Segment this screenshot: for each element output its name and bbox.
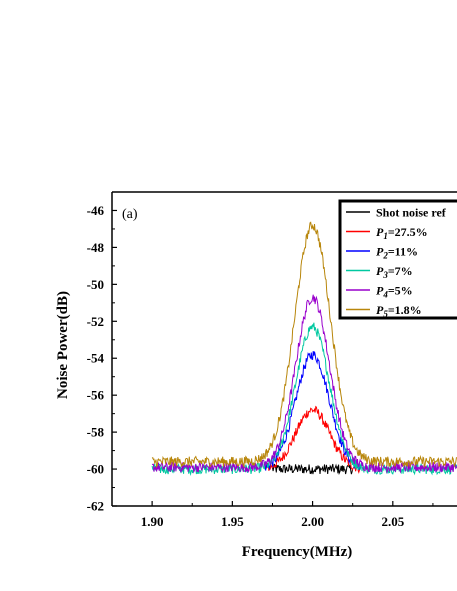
legend-label: P1=27.5% bbox=[376, 225, 428, 241]
x-tick-label: 2.05 bbox=[381, 514, 404, 529]
x-axis-label: Frequency(MHz) bbox=[242, 544, 353, 560]
x-tick-label: 1.90 bbox=[141, 514, 164, 529]
legend-box bbox=[338, 199, 457, 320]
x-tick-label: 1.95 bbox=[221, 514, 244, 529]
series-line-5 bbox=[151, 294, 457, 475]
legend-label: P4=5% bbox=[376, 284, 413, 300]
y-tick-label: -60 bbox=[87, 462, 104, 477]
legend-label: P5=1.8% bbox=[376, 303, 422, 319]
y-tick-label: -48 bbox=[87, 240, 105, 255]
axes-layer: -46 -48 -50 -52 -54 -56 -58 -60 -62 1.90 1.95 2.00 2… bbox=[87, 191, 457, 529]
series-line-4 bbox=[151, 322, 457, 476]
y-tick-label: -58 bbox=[87, 425, 105, 440]
y-tick-label: -50 bbox=[87, 277, 104, 292]
series-line-6 bbox=[151, 221, 457, 469]
legend-label: Shot noise ref bbox=[376, 206, 447, 220]
series-line-3 bbox=[264, 351, 362, 471]
panel-label: (a) bbox=[122, 207, 138, 222]
series-line-2 bbox=[264, 405, 362, 474]
y-tick-label: -54 bbox=[87, 351, 105, 366]
legend-label: P2=11% bbox=[376, 245, 418, 261]
legend-label: P3=7% bbox=[376, 264, 413, 280]
x-tick-label: 2.00 bbox=[301, 514, 324, 529]
series-layer bbox=[151, 221, 457, 476]
y-tick-label: -52 bbox=[87, 314, 104, 329]
y-tick-label: -46 bbox=[87, 203, 105, 218]
y-axis-label: Noise Power(dB) bbox=[55, 291, 71, 399]
y-tick-label: -56 bbox=[87, 388, 105, 403]
series-line-1 bbox=[272, 463, 354, 476]
legend: Shot noise ref P1=27.5% P2=11% P3=7% P4=5% P5… bbox=[338, 199, 457, 320]
y-tick-label: -62 bbox=[87, 499, 104, 514]
